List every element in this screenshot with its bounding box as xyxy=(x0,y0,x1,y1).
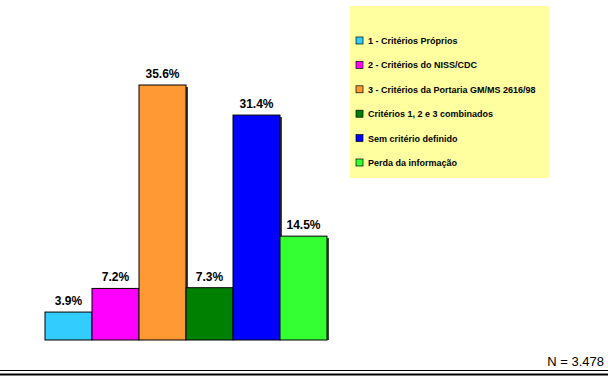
data-label: 14.5% xyxy=(286,218,320,232)
bar xyxy=(45,312,92,340)
data-label: 7.2% xyxy=(102,270,130,284)
legend-swatch xyxy=(356,159,363,166)
legend-swatch xyxy=(356,110,363,117)
data-label: 3.9% xyxy=(55,294,83,308)
legend-label: 1 - Critérios Próprios xyxy=(368,36,458,46)
legend-label: Perda da informação xyxy=(368,158,458,168)
legend-swatch xyxy=(356,61,363,68)
legend-label: Sem critério definido xyxy=(368,134,458,144)
bar xyxy=(139,85,186,340)
legend-label: 2 - Critérios do NISS/CDC xyxy=(368,60,478,70)
bar xyxy=(92,288,139,340)
data-label: 31.4% xyxy=(239,97,273,111)
legend: 1 - Critérios Próprios 2 - Critérios do N… xyxy=(350,6,549,178)
rule xyxy=(0,370,608,371)
legend-label: Critérios 1, 2 e 3 combinados xyxy=(368,109,493,119)
legend-swatch xyxy=(356,37,363,44)
bar xyxy=(186,288,233,340)
rule xyxy=(0,374,608,376)
legend-box xyxy=(350,6,549,178)
bars xyxy=(45,85,329,340)
annotation: N = 3.478 xyxy=(547,354,604,369)
bar xyxy=(280,236,327,340)
legend-label: 3 - Critérios da Portaria GM/MS 2616/98 xyxy=(368,85,536,95)
data-label: 7.3% xyxy=(196,270,224,284)
legend-swatch xyxy=(356,86,363,93)
data-label: 35.6% xyxy=(145,67,179,81)
chart: 3.9% 7.2% 35.6% 7.3% 31.4% 14.5% 1 - Critérios… xyxy=(0,0,608,377)
legend-swatch xyxy=(356,135,363,142)
bar xyxy=(233,115,280,340)
